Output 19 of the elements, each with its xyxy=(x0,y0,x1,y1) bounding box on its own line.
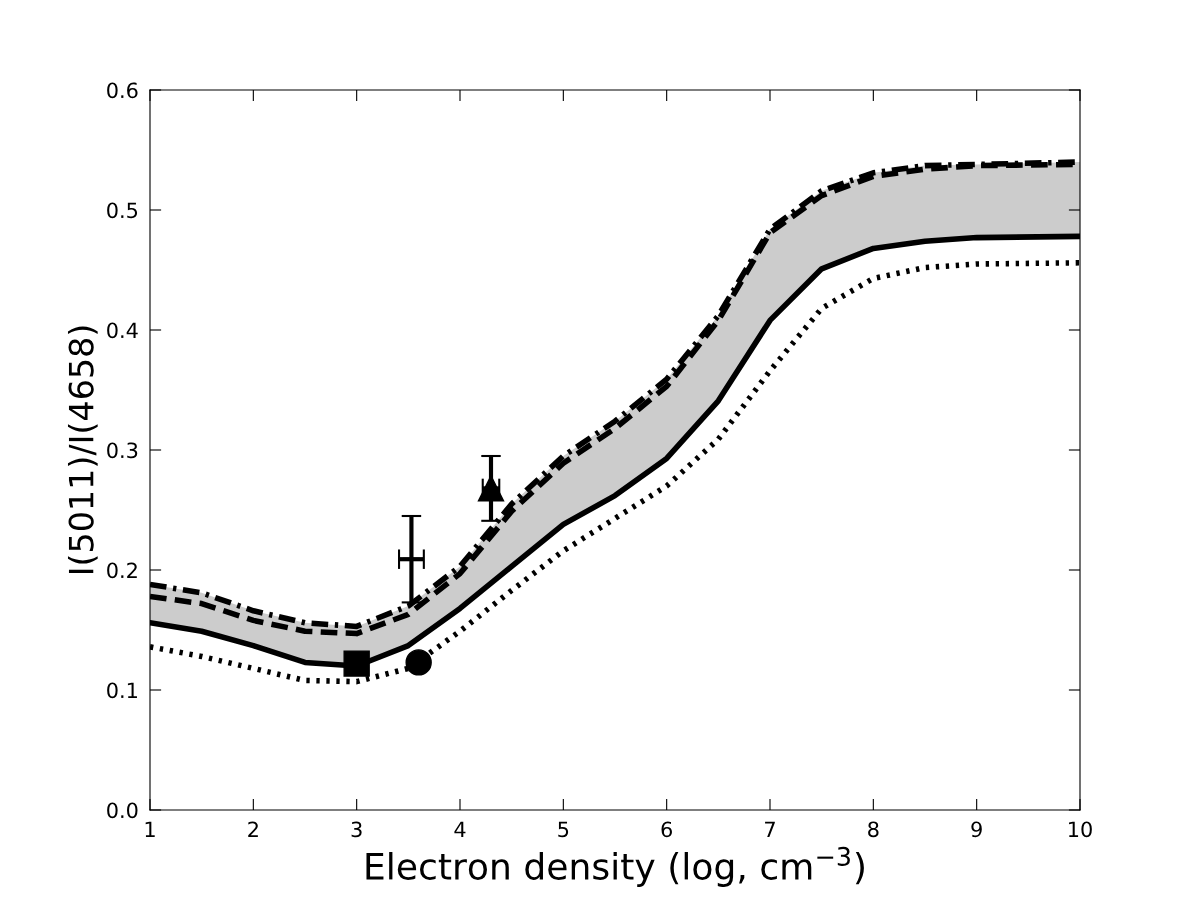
y-tick-label: 0.6 xyxy=(107,82,138,99)
y-tick-label: 0.5 xyxy=(107,202,138,219)
x-tick-label: 6 xyxy=(661,821,672,838)
y-tick-label: 0.3 xyxy=(107,442,138,459)
x-tick-label: 2 xyxy=(248,821,258,837)
y-tick-label: 0.0 xyxy=(107,802,138,819)
x-tick-label: 1 xyxy=(145,821,155,837)
y-tick-label: 0.4 xyxy=(107,322,138,339)
x-axis-title: Electron density (log, cm$^{−3}$) xyxy=(366,846,864,887)
y-tick-label: 0.1 xyxy=(107,682,137,699)
x-tick-label: 10 xyxy=(1069,821,1092,838)
x-tick-label: 8 xyxy=(868,821,879,838)
x-tick-label: 3 xyxy=(351,821,362,838)
x-tick-label: 5 xyxy=(558,821,569,838)
x-tick-label: 4 xyxy=(454,821,466,837)
x-tick-label: 7 xyxy=(765,821,775,837)
y-tick-label: 0.2 xyxy=(107,562,137,579)
x-tick-label: 9 xyxy=(971,821,982,838)
y-axis-title: I(5011)/I(4658) xyxy=(67,326,98,574)
